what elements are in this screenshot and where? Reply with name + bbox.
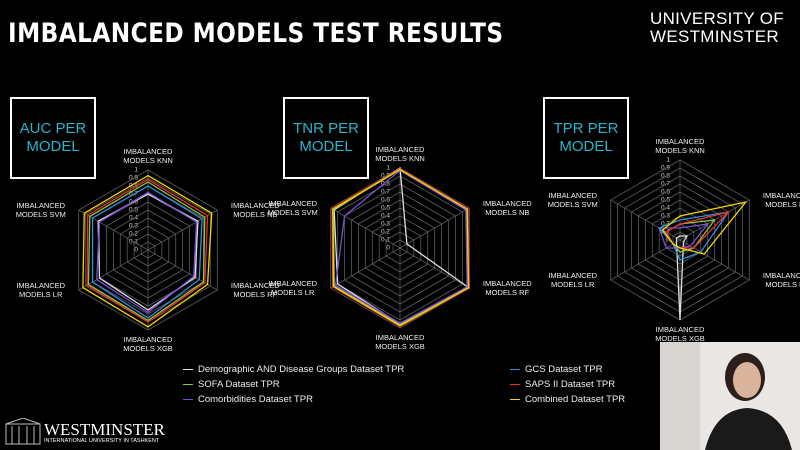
legend-item: Comorbidities Dataset TPR xyxy=(183,394,313,405)
legend-label: Combined Dataset TPR xyxy=(525,394,626,405)
legend-swatch xyxy=(510,398,520,400)
radar-line xyxy=(82,174,213,328)
legend-item: GCS Dataset TPR xyxy=(510,364,602,375)
legend-label: SAPS II Dataset TPR xyxy=(525,379,616,390)
category-label: IMBALANCED MODELS SVM xyxy=(547,191,598,209)
category-label: IMBALANCED MODELS RF xyxy=(230,281,280,299)
category-label: IMBALANCED MODELS RF xyxy=(482,279,532,297)
category-label: IMBALANCED MODELS NB xyxy=(762,191,800,209)
legend-swatch xyxy=(183,383,193,385)
footer-emblem xyxy=(5,418,41,445)
chart-title: TPR PER MODEL xyxy=(543,97,629,179)
category-label: IMBALANCED MODELS NB xyxy=(482,199,532,217)
logo: UNIVERSITY OF WESTMINSTER xyxy=(650,9,784,46)
spoke xyxy=(679,239,750,281)
spoke xyxy=(399,247,470,289)
legend-swatch xyxy=(510,368,520,370)
radar-line xyxy=(332,168,470,327)
r-tick-label: 0 xyxy=(666,237,670,244)
radar-line xyxy=(661,200,748,255)
r-tick-label: 1 xyxy=(666,157,670,164)
category-label: IMBALANCED MODELS LR xyxy=(16,281,66,299)
radar-line xyxy=(333,166,471,325)
radar-line xyxy=(331,168,470,328)
radar-line xyxy=(91,185,203,319)
r-tick-label: 0.1 xyxy=(129,239,138,246)
r-tick-label: 0 xyxy=(134,247,138,254)
category-label: IMBALANCED MODELS LR xyxy=(548,271,598,289)
spoke xyxy=(78,249,149,291)
r-tick-label: 1 xyxy=(386,165,390,172)
radar-line xyxy=(332,168,469,326)
chart-title: AUC PER MODEL xyxy=(10,97,96,179)
slide-title: IMBALANCED MODELS TEST RESULTS xyxy=(8,18,504,49)
spoke xyxy=(147,209,218,251)
spoke xyxy=(147,249,218,291)
category-label: IMBALANCED MODELS KNN xyxy=(655,137,705,155)
r-tick-label: 0.1 xyxy=(381,237,390,244)
radar-line xyxy=(97,193,199,311)
category-label: IMBALANCED MODELS KNN xyxy=(375,145,425,163)
legend-swatch xyxy=(183,398,193,400)
r-tick-label: 0 xyxy=(386,245,390,252)
spoke xyxy=(330,207,401,249)
category-label: IMBALANCED MODELS RF xyxy=(762,271,800,289)
spoke xyxy=(399,207,470,249)
legend-item: SOFA Dataset TPR xyxy=(183,379,280,390)
radar-line xyxy=(675,235,689,321)
legend-label: Comorbidities Dataset TPR xyxy=(198,394,313,405)
category-label: IMBALANCED MODELS NB xyxy=(230,201,280,219)
category-label: IMBALANCED MODELS SVM xyxy=(267,199,318,217)
legend-label: GCS Dataset TPR xyxy=(525,364,603,375)
category-label: IMBALANCED MODELS XGB xyxy=(123,335,173,353)
legend-item: SAPS II Dataset TPR xyxy=(510,379,615,390)
radar-line xyxy=(334,169,468,324)
legend-swatch xyxy=(183,368,193,370)
radar-line xyxy=(87,181,206,322)
category-label: IMBALANCED MODELS XGB xyxy=(375,333,425,351)
legend-item: Demographic AND Disease Groups Dataset T… xyxy=(183,364,404,375)
legend-label: SOFA Dataset TPR xyxy=(198,379,280,390)
footer-subtitle: INTERNATIONAL UNIVERSITY IN TASHKENT xyxy=(44,438,160,444)
spoke xyxy=(610,199,681,241)
radar-line xyxy=(96,191,198,314)
radar-line xyxy=(86,178,209,323)
legend-label: Demographic AND Disease Groups Dataset T… xyxy=(198,364,405,375)
webcam-overlay xyxy=(660,342,800,450)
spoke xyxy=(330,247,401,289)
category-label: IMBALANCED MODELS XGB xyxy=(655,325,705,343)
legend-item: Combined Dataset TPR xyxy=(510,394,625,405)
chart-title: TNR PER MODEL xyxy=(283,97,369,179)
footer-name: WESTMINSTER xyxy=(44,420,165,439)
category-label: IMBALANCED MODELS SVM xyxy=(15,201,66,219)
spoke xyxy=(610,239,681,281)
category-label: IMBALANCED MODELS LR xyxy=(268,279,318,297)
legend-swatch xyxy=(510,383,520,385)
category-label: IMBALANCED MODELS KNN xyxy=(123,147,173,165)
r-tick-label: 1 xyxy=(134,167,138,174)
